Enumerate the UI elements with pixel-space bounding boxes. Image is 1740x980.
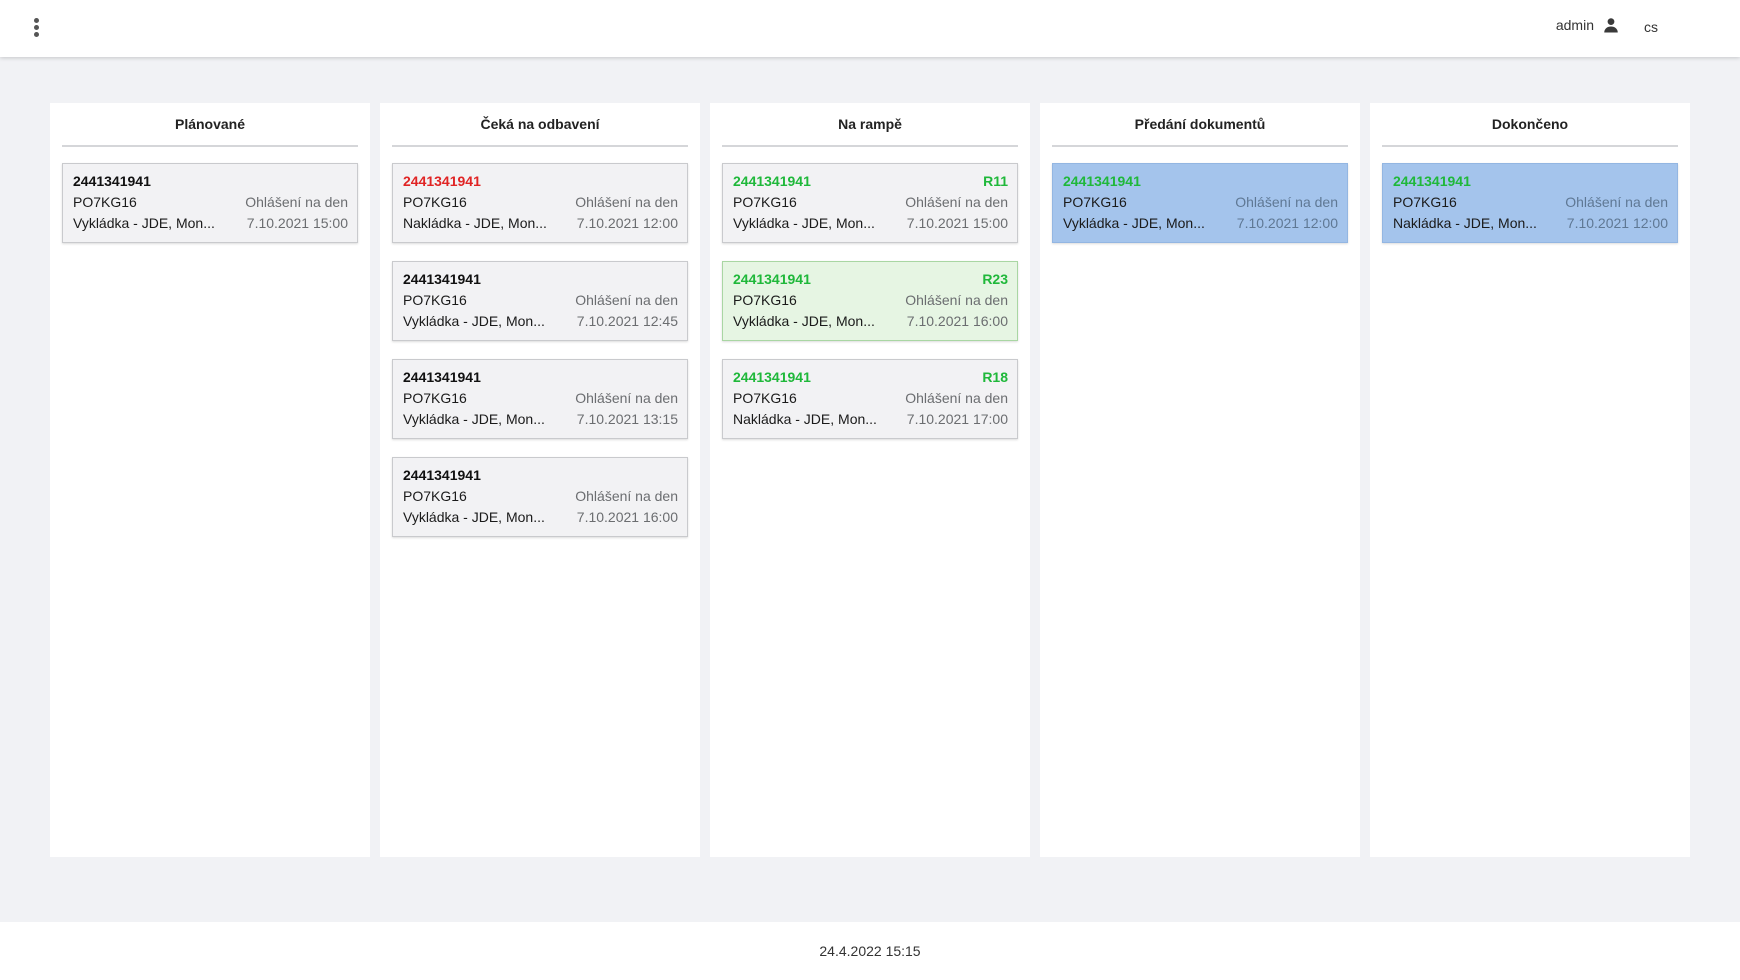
status-label: Ohlášení na den	[905, 194, 1008, 210]
footer-bar: 24.4.2022 15:15	[0, 922, 1740, 980]
license-plate: PO7KG16	[403, 390, 467, 406]
column-divider	[1052, 145, 1348, 147]
scheduled-datetime: 7.10.2021 16:00	[576, 509, 678, 525]
shipment-card[interactable]: 2441341941 PO7KG16 Ohlášení na den Naklád…	[1382, 163, 1678, 243]
shipment-id: 2441341941	[403, 271, 481, 287]
column-title: Plánované	[174, 116, 246, 132]
license-plate: PO7KG16	[1063, 194, 1127, 210]
column-title: Na rampě	[838, 116, 902, 132]
scheduled-datetime: 7.10.2021 15:00	[246, 215, 348, 231]
task-description: Vykládka - JDE, Mon...	[403, 411, 545, 427]
scheduled-datetime: 7.10.2021 16:00	[906, 313, 1008, 329]
status-label: Ohlášení na den	[575, 390, 678, 406]
shipment-id: 2441341941	[403, 173, 481, 189]
username-label: admin	[1555, 17, 1594, 33]
task-description: Nakládka - JDE, Mon...	[733, 411, 877, 427]
user-menu[interactable]: admin	[1556, 16, 1620, 34]
scheduled-datetime: 7.10.2021 12:00	[1566, 215, 1668, 231]
scheduled-datetime: 7.10.2021 17:00	[906, 411, 1008, 427]
shipment-card[interactable]: 2441341941 R11 PO7KG16 Ohlášení na den Vyk…	[722, 163, 1018, 243]
shipment-id: 2441341941	[403, 369, 481, 385]
column-title: Dokončeno	[1491, 116, 1569, 132]
ramp-badge: R23	[982, 271, 1008, 287]
license-plate: PO7KG16	[1393, 194, 1457, 210]
license-plate: PO7KG16	[733, 292, 797, 308]
shipment-id: 2441341941	[733, 173, 811, 189]
kanban-board: Plánované 2441341941 PO7KG16 Ohlášení na …	[50, 103, 1690, 857]
column-divider	[1382, 145, 1678, 147]
scheduled-datetime: 7.10.2021 12:00	[1236, 215, 1338, 231]
shipment-id: 2441341941	[733, 271, 811, 287]
shipment-card[interactable]: 2441341941 PO7KG16 Ohlášení na den Vyklád…	[392, 261, 688, 341]
status-label: Ohlášení na den	[905, 292, 1008, 308]
task-description: Vykládka - JDE, Mon...	[403, 509, 545, 525]
shipment-card[interactable]: 2441341941 PO7KG16 Ohlášení na den Naklád…	[392, 163, 688, 243]
scheduled-datetime: 7.10.2021 13:15	[576, 411, 678, 427]
license-plate: PO7KG16	[733, 194, 797, 210]
column-waiting: Čeká na odbavení 2441341941 PO7KG16 Ohláš…	[380, 103, 700, 857]
scheduled-datetime: 7.10.2021 12:00	[576, 215, 678, 231]
license-plate: PO7KG16	[73, 194, 137, 210]
task-description: Vykládka - JDE, Mon...	[733, 313, 875, 329]
shipment-id: 2441341941	[1393, 173, 1471, 189]
status-label: Ohlášení na den	[575, 292, 678, 308]
license-plate: PO7KG16	[403, 194, 467, 210]
shipment-id: 2441341941	[73, 173, 151, 189]
scheduled-datetime: 7.10.2021 12:45	[576, 313, 678, 329]
status-label: Ohlášení na den	[1565, 194, 1668, 210]
task-description: Nakládka - JDE, Mon...	[403, 215, 547, 231]
status-label: Ohlášení na den	[575, 194, 678, 210]
current-datetime: 24.4.2022 15:15	[819, 943, 921, 959]
column-planned: Plánované 2441341941 PO7KG16 Ohlášení na …	[50, 103, 370, 857]
column-document-handover: Předání dokumentů 2441341941 PO7KG16 Ohlá…	[1040, 103, 1360, 857]
column-title: Čeká na odbavení	[480, 116, 600, 132]
column-divider	[722, 145, 1018, 147]
ramp-badge: R18	[982, 369, 1008, 385]
shipment-card[interactable]: 2441341941 PO7KG16 Ohlášení na den Vyklád…	[392, 457, 688, 537]
scheduled-datetime: 7.10.2021 15:00	[906, 215, 1008, 231]
status-label: Ohlášení na den	[1235, 194, 1338, 210]
status-label: Ohlášení na den	[905, 390, 1008, 406]
status-label: Ohlášení na den	[245, 194, 348, 210]
shipment-card[interactable]: 2441341941 PO7KG16 Ohlášení na den Vyklád…	[62, 163, 358, 243]
license-plate: PO7KG16	[403, 292, 467, 308]
more-vert-icon[interactable]	[28, 16, 44, 40]
shipment-id: 2441341941	[403, 467, 481, 483]
status-label: Ohlášení na den	[575, 488, 678, 504]
language-selector[interactable]: cs	[1644, 19, 1658, 35]
license-plate: PO7KG16	[733, 390, 797, 406]
column-completed: Dokončeno 2441341941 PO7KG16 Ohlášení na …	[1370, 103, 1690, 857]
shipment-card[interactable]: 2441341941 PO7KG16 Ohlášení na den Vyklád…	[392, 359, 688, 439]
shipment-card[interactable]: 2441341941 R18 PO7KG16 Ohlášení na den Nak…	[722, 359, 1018, 439]
task-description: Vykládka - JDE, Mon...	[403, 313, 545, 329]
shipment-id: 2441341941	[1063, 173, 1141, 189]
task-description: Nakládka - JDE, Mon...	[1393, 215, 1537, 231]
shipment-card[interactable]: 2441341941 PO7KG16 Ohlášení na den Vyklád…	[1052, 163, 1348, 243]
column-divider	[392, 145, 688, 147]
shipment-card[interactable]: 2441341941 R23 PO7KG16 Ohlášení na den Vyk…	[722, 261, 1018, 341]
ramp-badge: R11	[983, 173, 1008, 189]
column-divider	[62, 145, 358, 147]
top-app-bar: admin cs	[0, 0, 1740, 57]
task-description: Vykládka - JDE, Mon...	[1063, 215, 1205, 231]
license-plate: PO7KG16	[403, 488, 467, 504]
column-title: Předání dokumentů	[1134, 116, 1266, 132]
task-description: Vykládka - JDE, Mon...	[733, 215, 875, 231]
person-icon	[1604, 18, 1618, 33]
shipment-id: 2441341941	[733, 369, 811, 385]
column-on-ramp: Na rampě 2441341941 R11 PO7KG16 Ohlášení n…	[710, 103, 1030, 857]
task-description: Vykládka - JDE, Mon...	[73, 215, 215, 231]
